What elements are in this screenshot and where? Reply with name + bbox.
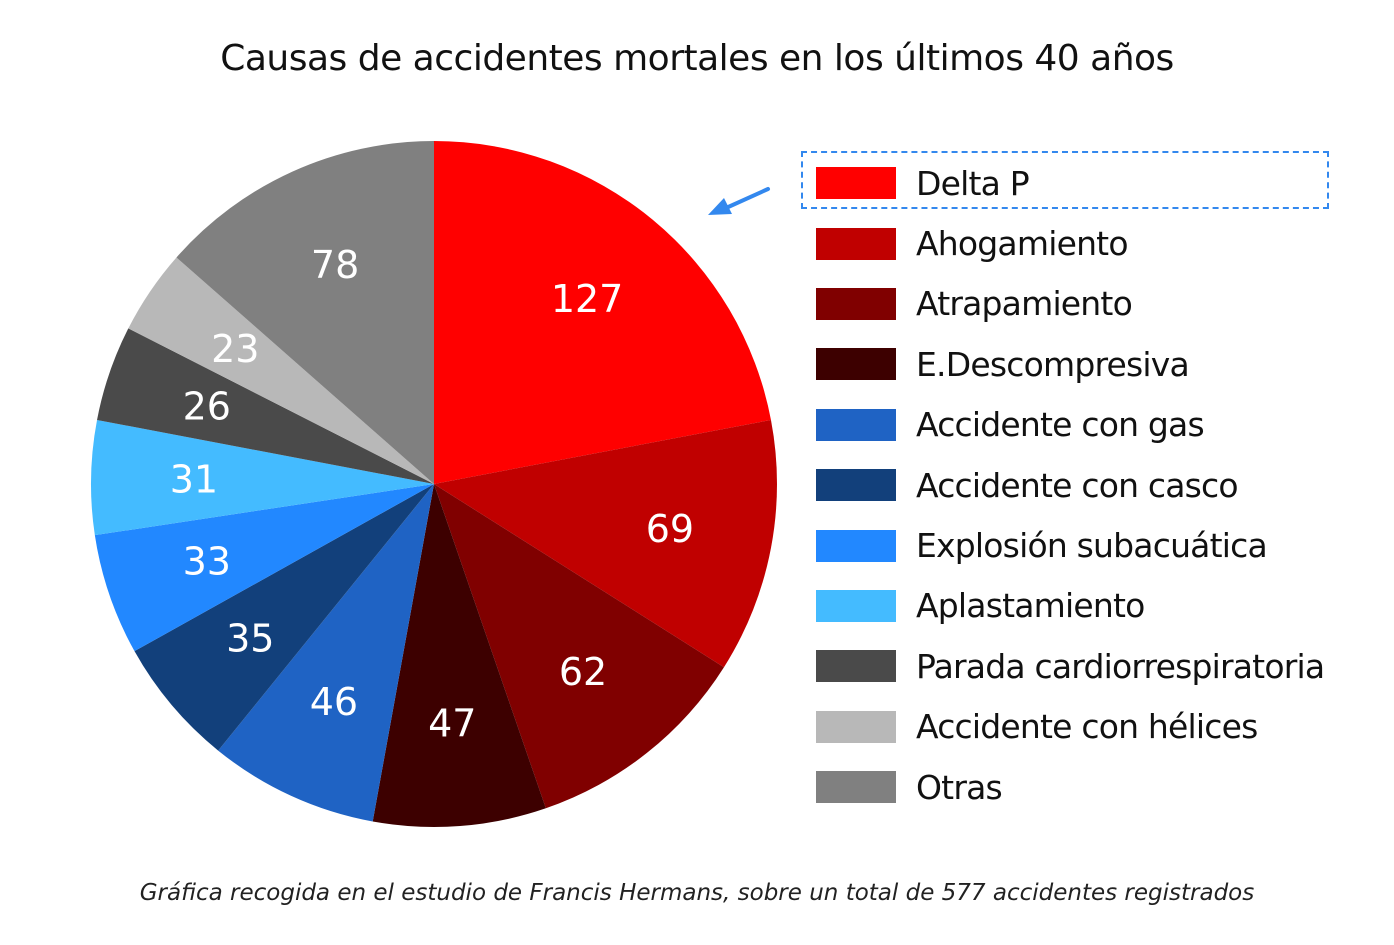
legend-label: E.Descompresiva (916, 344, 1190, 384)
legend-item: Aplastamiento (816, 576, 1324, 636)
legend-swatch (816, 227, 896, 260)
legend-item: Otras (816, 757, 1324, 817)
legend-item: Ahogamiento (816, 213, 1324, 273)
legend-label: Accidente con gas (916, 405, 1205, 445)
pie-slice (134, 484, 435, 751)
legend-swatch (816, 771, 896, 804)
slice-value-label: 35 (226, 617, 274, 661)
legend-label: Aplastamiento (916, 586, 1145, 626)
legend-label: Explosión subacuática (916, 526, 1268, 566)
legend-swatch (816, 710, 896, 743)
legend-swatch (816, 529, 896, 562)
legend-swatch (816, 287, 896, 320)
slice-value-label: 47 (428, 701, 476, 745)
legend-item: Accidente con casco (816, 455, 1324, 515)
legend-label: Otras (916, 767, 1003, 807)
legend-highlight-box (801, 151, 1329, 209)
pie-slice (372, 484, 546, 828)
slice-value-label: 62 (559, 650, 607, 694)
pie-slice (434, 484, 724, 809)
slice-value-label: 78 (311, 243, 359, 287)
legend-label: Delta P (916, 163, 1030, 203)
slice-value-label: 26 (183, 384, 231, 428)
slice-value-label: 23 (211, 327, 259, 371)
pie-slice (90, 419, 434, 536)
legend-swatch (816, 589, 896, 622)
footnote: Gráfica recogida en el estudio de Franci… (139, 880, 1255, 906)
legend-swatch (816, 469, 896, 502)
pie-slice (434, 419, 778, 668)
legend-label: Accidente con casco (916, 465, 1239, 505)
slice-value-label: 127 (551, 277, 624, 321)
legend-item: Accidente con hélices (816, 697, 1324, 757)
legend-swatch (816, 650, 896, 683)
legend-swatch (816, 408, 896, 441)
legend-label: Accidente con hélices (916, 707, 1258, 747)
pie-slice (94, 484, 434, 652)
legend-label: Atrapamiento (916, 284, 1133, 324)
legend-item: Delta P (816, 153, 1324, 213)
pie-slice (128, 257, 434, 484)
slice-value-label: 31 (170, 457, 218, 501)
legend-label: Ahogamiento (916, 224, 1129, 264)
legend-swatch (816, 348, 896, 381)
pie-slice (176, 141, 434, 484)
legend-item: Explosión subacuática (816, 515, 1324, 575)
legend-item: Atrapamiento (816, 274, 1324, 334)
legend-item: E.Descompresiva (816, 334, 1324, 394)
pointer-arrow-icon (708, 187, 770, 215)
legend-item: Parada cardiorrespiratoria (816, 636, 1325, 696)
pie-slice (97, 328, 434, 484)
slice-value-label: 69 (646, 507, 694, 551)
pie-slice (434, 141, 771, 484)
legend: Delta P Ahogamiento Atrapamiento E.Descompr… (816, 153, 1325, 817)
pie-slice (218, 484, 434, 822)
legend-swatch (816, 167, 896, 200)
legend-label: Parada cardiorrespiratoria (916, 646, 1325, 686)
chart-title: Causas de accidentes mortales en los últ… (220, 38, 1174, 79)
slice-value-label: 33 (183, 540, 231, 584)
legend-item: Accidente con gas (816, 395, 1324, 455)
slice-value-label: 46 (310, 680, 358, 724)
